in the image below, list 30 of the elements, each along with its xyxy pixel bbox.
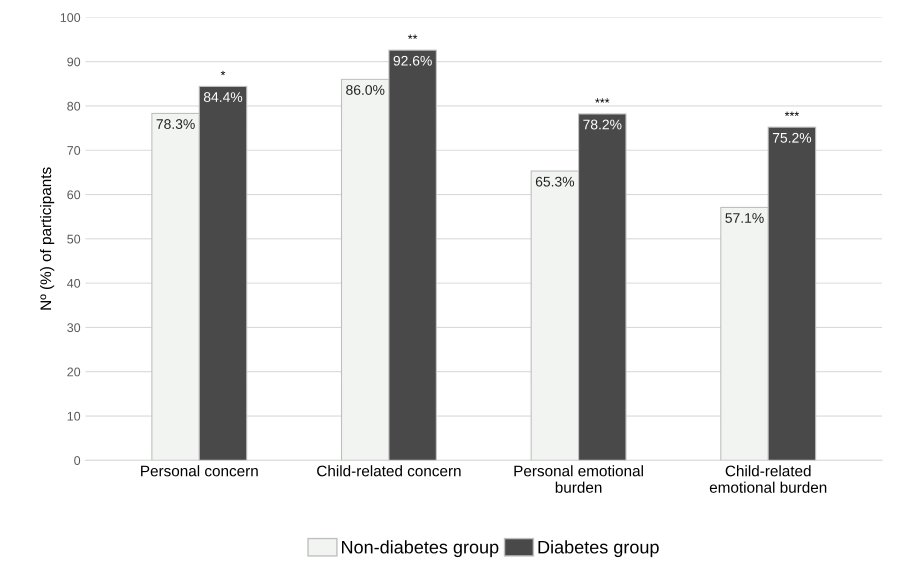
data-label: 84.4% xyxy=(204,92,242,102)
y-axis-title: Nº (%) of participants xyxy=(40,167,54,310)
annotation: *** xyxy=(784,112,800,116)
y-tick-label: 70 xyxy=(67,146,80,155)
x-tick-label: Personal emotional burden xyxy=(514,465,643,493)
y-tick-label: 30 xyxy=(67,323,80,332)
annotation: * xyxy=(220,70,226,76)
x-tick-label: Personal concern xyxy=(141,465,258,476)
y-tick-label: 0 xyxy=(74,456,80,465)
y-tick-label: 40 xyxy=(67,278,80,288)
legend-label: Diabetes group xyxy=(538,540,659,558)
data-label: 86.0% xyxy=(346,85,384,95)
data-label: 78.2% xyxy=(583,120,622,130)
x-tick-label: Child-related concern xyxy=(317,465,461,476)
data-label: 92.6% xyxy=(394,56,432,66)
y-tick-label: 50 xyxy=(67,234,80,244)
legend-label: Non-diabetes group xyxy=(342,540,498,558)
y-tick-label: 60 xyxy=(67,190,80,200)
annotation: ** xyxy=(408,34,418,39)
x-tick-label: Child-related emotional burden xyxy=(710,465,826,493)
data-label: 75.2% xyxy=(772,132,812,143)
data-label: 78.3% xyxy=(156,119,195,130)
y-tick-label: 20 xyxy=(67,368,80,376)
y-tick-label: 10 xyxy=(68,412,80,421)
y-tick-label: 100 xyxy=(60,13,80,22)
y-tick-label: 80 xyxy=(67,102,80,111)
annotation: *** xyxy=(595,98,610,103)
y-tick-label: 90 xyxy=(67,57,80,66)
data-label: 57.1% xyxy=(725,213,764,223)
data-label: 65.3% xyxy=(536,176,574,187)
